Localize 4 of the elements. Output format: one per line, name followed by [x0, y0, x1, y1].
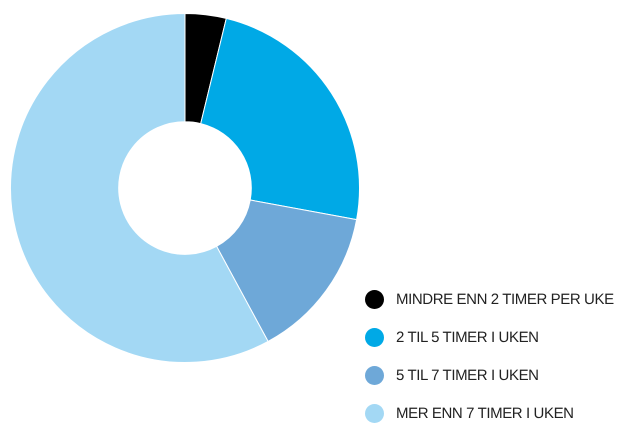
legend-label: 5 TIL 7 TIMER I UKEN: [396, 366, 539, 384]
legend-label: MER ENN 7 TIMER I UKEN: [396, 404, 574, 422]
legend-label: MINDRE ENN 2 TIMER PER UKE: [396, 290, 614, 308]
legend-label: 2 TIL 5 TIMER I UKEN: [396, 328, 539, 346]
